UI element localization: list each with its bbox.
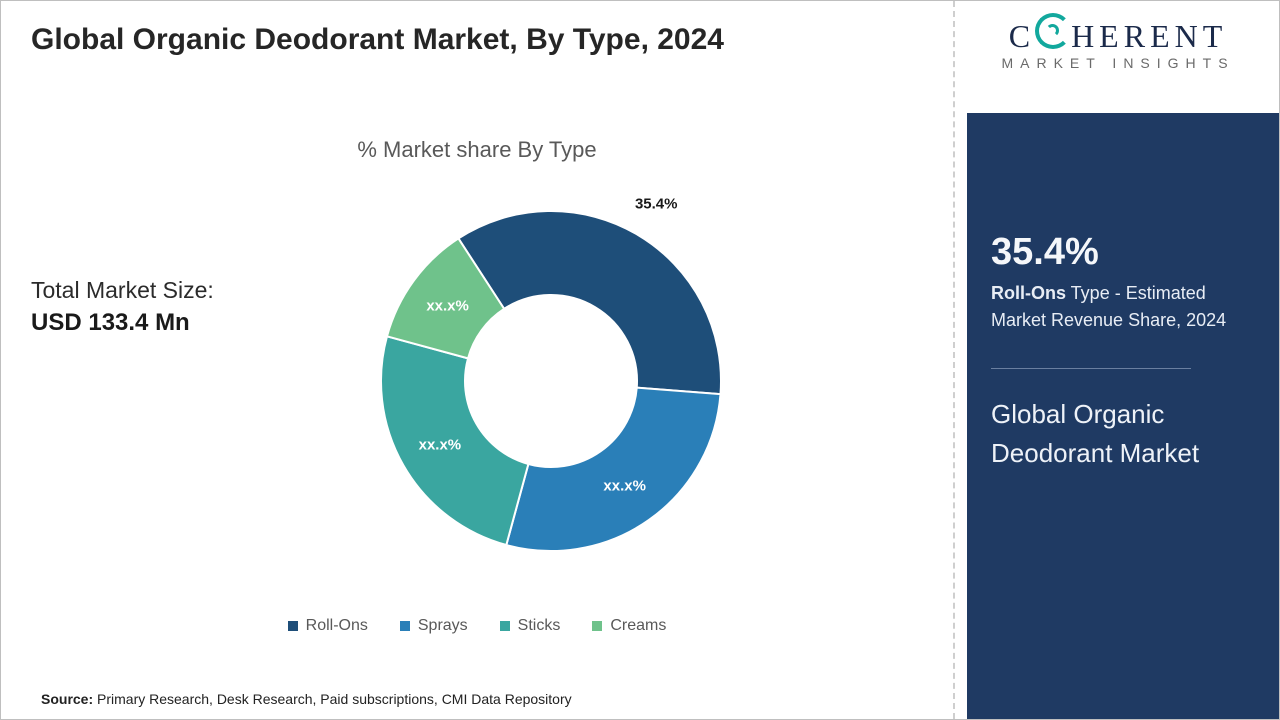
donut-chart: 35.4% xx.x% xx.x% xx.x%	[351, 181, 751, 581]
total-market-size-value: USD 133.4 Mn	[31, 309, 190, 337]
highlight-percent: 35.4%	[991, 231, 1257, 274]
legend-label: Roll-Ons	[306, 617, 368, 634]
legend-item-sticks: Sticks	[500, 617, 561, 635]
donut-label-sticks: xx.x%	[419, 436, 462, 453]
chart-frame: Global Organic Deodorant Market, By Type…	[0, 0, 1280, 720]
donut-hole	[465, 295, 637, 467]
total-market-size-label: Total Market Size:	[31, 277, 214, 304]
legend-item-roll-ons: Roll-Ons	[288, 617, 368, 635]
legend-label: Sticks	[518, 617, 561, 634]
source-prefix: Source:	[41, 691, 93, 707]
logo-rest: HERENT	[1071, 18, 1227, 54]
donut-label-sprays: xx.x%	[603, 477, 646, 494]
chart-title: Global Organic Deodorant Market, By Type…	[31, 23, 724, 57]
right-panel: C HERENT MARKET INSIGHTS 35.4% Roll-Ons T…	[955, 1, 1280, 719]
legend-item-sprays: Sprays	[400, 617, 468, 635]
chart-subtitle: % Market share By Type	[1, 137, 953, 163]
logo-subtext: MARKET INSIGHTS	[973, 55, 1263, 71]
logo-letter-c: C	[1009, 18, 1035, 54]
donut-label-roll-ons: 35.4%	[635, 195, 678, 212]
swirl-icon	[1035, 13, 1071, 49]
brand-logo: C HERENT MARKET INSIGHTS	[973, 13, 1263, 71]
legend-swatch	[288, 621, 298, 631]
legend-item-creams: Creams	[592, 617, 666, 635]
highlight-lead-bold: Roll-Ons	[991, 283, 1066, 303]
market-name: Global Organic Deodorant Market	[991, 395, 1257, 473]
left-panel: Global Organic Deodorant Market, By Type…	[1, 1, 953, 719]
source-text: Primary Research, Desk Research, Paid su…	[97, 691, 572, 707]
legend-swatch	[400, 621, 410, 631]
logo-wordmark: C HERENT	[973, 13, 1263, 55]
chart-legend: Roll-Ons Sprays Sticks Creams	[1, 617, 953, 635]
source-line: Source: Primary Research, Desk Research,…	[41, 691, 572, 707]
highlight-card: 35.4% Roll-Ons Type - Estimated Market R…	[967, 113, 1280, 719]
legend-label: Creams	[610, 617, 666, 634]
legend-swatch	[500, 621, 510, 631]
highlight-description: Roll-Ons Type - Estimated Market Revenue…	[991, 280, 1257, 334]
card-divider	[991, 368, 1191, 369]
legend-swatch	[592, 621, 602, 631]
donut-label-creams: xx.x%	[426, 297, 469, 314]
legend-label: Sprays	[418, 617, 468, 634]
